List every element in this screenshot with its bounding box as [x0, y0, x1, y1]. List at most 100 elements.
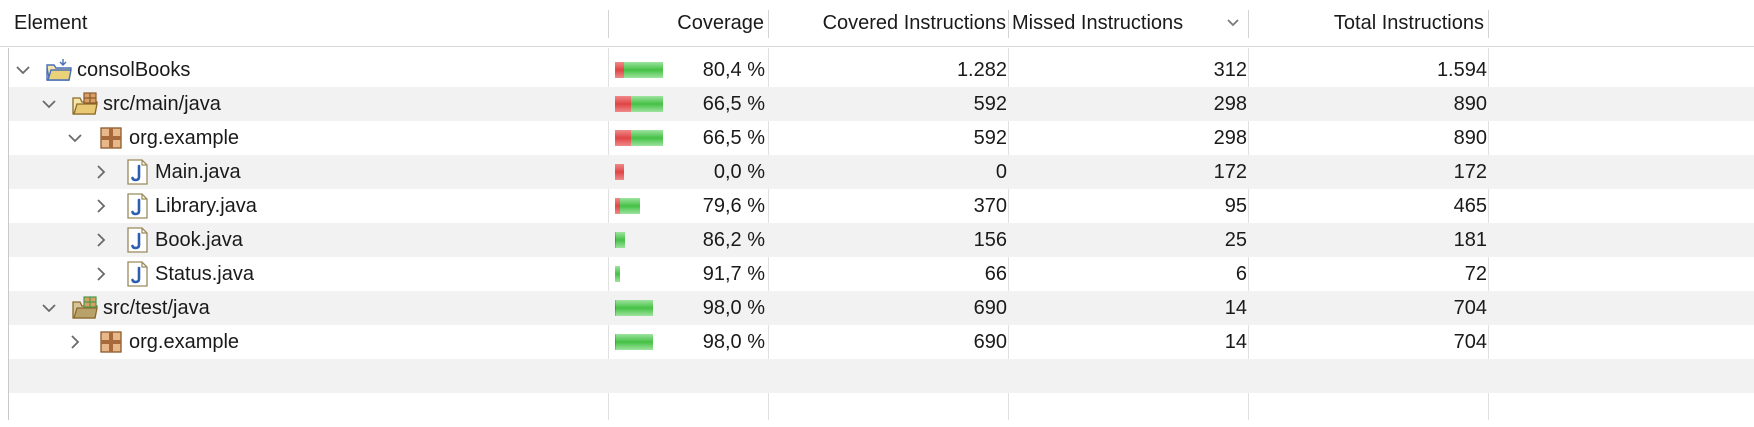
coverage-bar-missed: [615, 300, 616, 316]
table-row[interactable]: org.example 98,0 % 690 14 704: [9, 325, 1754, 359]
column-divider[interactable]: [1488, 10, 1489, 38]
column-header-covered-instructions[interactable]: Covered Instructions: [822, 12, 1006, 34]
java-file-icon: [123, 227, 151, 253]
covered-instructions-value: 690: [973, 331, 1007, 353]
empty-row: [9, 359, 1754, 393]
chevron-right-icon[interactable]: [93, 198, 109, 214]
missed-instructions-value: 6: [1235, 263, 1247, 285]
package-icon: [97, 329, 125, 355]
coverage-bar-missed: [615, 164, 624, 180]
java-file-icon: [123, 261, 151, 287]
covered-instructions-value: 592: [973, 93, 1007, 115]
table-row[interactable]: src/test/java 98,0 % 690 14 704: [9, 291, 1754, 325]
table-left-border: [8, 48, 9, 420]
missed-instructions-value: 172: [1213, 161, 1247, 183]
column-header-coverage[interactable]: Coverage: [677, 12, 764, 34]
coverage-bar-missed: [615, 334, 616, 350]
covered-instructions-value: 370: [973, 195, 1007, 217]
java-file-icon: [123, 193, 151, 219]
missed-instructions-value: 25: [1224, 229, 1247, 251]
coverage-value: 0,0 %: [713, 161, 765, 183]
coverage-value: 98,0 %: [702, 331, 765, 353]
coverage-bar-covered: [615, 266, 620, 282]
coverage-bar: [615, 266, 620, 282]
total-instructions-value: 704: [1453, 331, 1487, 353]
table-row[interactable]: org.example 66,5 % 592 298 890: [9, 121, 1754, 155]
element-label: Library.java: [155, 195, 257, 217]
chevron-down-icon[interactable]: [15, 62, 31, 78]
coverage-bar-covered: [616, 300, 653, 316]
coverage-bar: [615, 198, 640, 214]
coverage-bar-covered: [631, 130, 663, 146]
element-label: org.example: [129, 127, 240, 149]
column-header-missed-instructions[interactable]: Missed Instructions: [1012, 8, 1224, 38]
column-header-element[interactable]: Element: [14, 12, 88, 34]
coverage-bar-covered: [624, 62, 663, 78]
coverage-bar-missed: [615, 198, 620, 214]
package-icon: [97, 125, 125, 151]
coverage-bar-missed: [615, 96, 631, 112]
element-label: src/main/java: [103, 93, 221, 115]
table-row[interactable]: Library.java 79,6 % 370 95 465: [9, 189, 1754, 223]
coverage-bar-missed: [615, 232, 616, 248]
element-label: consolBooks: [77, 59, 191, 81]
test-source-folder-icon: [71, 295, 99, 321]
covered-instructions-value: 690: [973, 297, 1007, 319]
coverage-bar: [615, 232, 625, 248]
table-row[interactable]: Book.java 86,2 % 156 25 181: [9, 223, 1754, 257]
chevron-down-icon[interactable]: [41, 96, 57, 112]
coverage-bar: [615, 334, 653, 350]
chevron-right-icon[interactable]: [93, 232, 109, 248]
table-header: Element Coverage Covered Instructions Mi…: [0, 0, 1754, 47]
chevron-right-icon[interactable]: [93, 266, 109, 282]
covered-instructions-value: 592: [973, 127, 1007, 149]
coverage-value: 91,7 %: [702, 263, 765, 285]
chevron-down-icon[interactable]: [41, 300, 57, 316]
coverage-bar: [615, 130, 663, 146]
column-divider[interactable]: [768, 10, 769, 38]
element-label: Book.java: [155, 229, 243, 251]
column-divider[interactable]: [1008, 10, 1009, 38]
source-folder-icon: [71, 91, 99, 117]
sort-descending-icon[interactable]: [1226, 18, 1240, 28]
column-header-label: Missed Instructions: [1012, 12, 1184, 34]
total-instructions-value: 465: [1453, 195, 1487, 217]
element-label: Main.java: [155, 161, 241, 183]
chevron-right-icon[interactable]: [93, 164, 109, 180]
covered-instructions-value: 1.282: [956, 59, 1007, 81]
java-file-icon: [123, 159, 151, 185]
total-instructions-value: 181: [1453, 229, 1487, 251]
coverage-value: 66,5 %: [702, 127, 765, 149]
coverage-bar: [615, 164, 624, 180]
total-instructions-value: 890: [1453, 93, 1487, 115]
missed-instructions-value: 14: [1224, 331, 1247, 353]
coverage-bar-covered: [616, 232, 625, 248]
table-row[interactable]: Main.java 0,0 % 0 172 172: [9, 155, 1754, 189]
table-row[interactable]: src/main/java 66,5 % 592 298 890: [9, 87, 1754, 121]
coverage-bar-covered: [631, 96, 663, 112]
chevron-down-icon[interactable]: [67, 130, 83, 146]
coverage-bar: [615, 96, 663, 112]
coverage-bar-missed: [615, 130, 631, 146]
missed-instructions-value: 312: [1213, 59, 1247, 81]
total-instructions-value: 172: [1453, 161, 1487, 183]
coverage-value: 80,4 %: [702, 59, 765, 81]
element-label: org.example: [129, 331, 240, 353]
table-row[interactable]: Status.java 91,7 % 66 6 72: [9, 257, 1754, 291]
coverage-value: 66,5 %: [702, 93, 765, 115]
coverage-bar: [615, 300, 653, 316]
covered-instructions-value: 66: [984, 263, 1007, 285]
missed-instructions-value: 14: [1224, 297, 1247, 319]
chevron-right-icon[interactable]: [67, 334, 83, 350]
total-instructions-value: 890: [1453, 127, 1487, 149]
column-header-total-instructions[interactable]: Total Instructions: [1333, 12, 1484, 34]
column-divider[interactable]: [1248, 10, 1249, 38]
element-label: src/test/java: [103, 297, 210, 319]
empty-row: [9, 393, 1754, 427]
coverage-value: 86,2 %: [702, 229, 765, 251]
total-instructions-value: 704: [1453, 297, 1487, 319]
column-divider[interactable]: [608, 10, 609, 38]
coverage-value: 79,6 %: [702, 195, 765, 217]
table-row[interactable]: consolBooks 80,4 % 1.282 312 1.594: [9, 53, 1754, 87]
